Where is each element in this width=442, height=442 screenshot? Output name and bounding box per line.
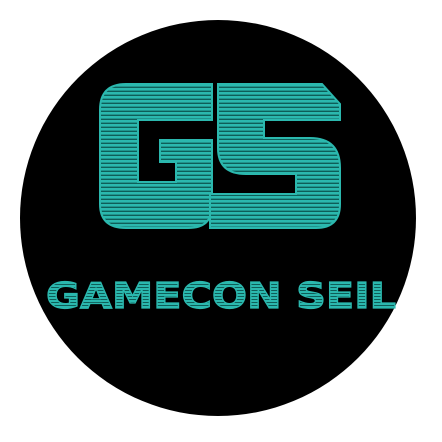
monogram-letter-g bbox=[99, 83, 213, 229]
logo-wordmark: GAMECON SEIL bbox=[46, 276, 396, 317]
monogram-letter-s bbox=[209, 83, 341, 229]
monogram-gs bbox=[99, 83, 341, 229]
